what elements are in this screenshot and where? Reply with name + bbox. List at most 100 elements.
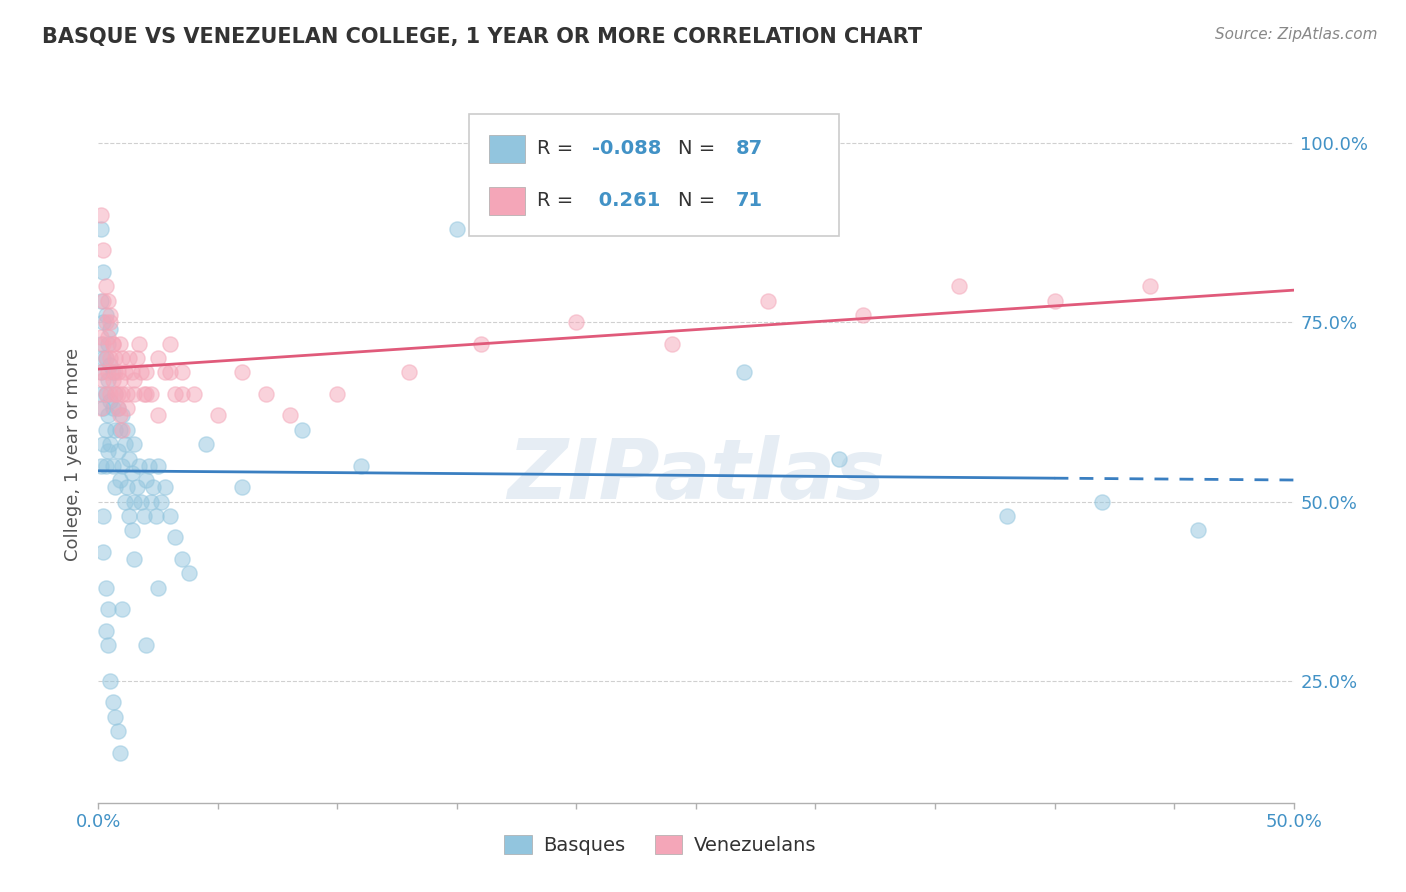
Point xyxy=(398,366,420,380)
Text: R =: R = xyxy=(537,139,579,158)
Point xyxy=(90,458,112,473)
Point xyxy=(195,437,218,451)
Point xyxy=(254,387,277,401)
Point xyxy=(111,351,134,365)
Point xyxy=(108,409,131,423)
Point xyxy=(149,494,172,508)
Point xyxy=(114,494,136,508)
Point xyxy=(124,494,146,508)
Point xyxy=(121,523,143,537)
Point xyxy=(118,508,141,523)
Point xyxy=(948,279,970,293)
Point xyxy=(128,458,150,473)
Point xyxy=(111,423,134,437)
Point xyxy=(135,366,157,380)
Point xyxy=(90,387,112,401)
Point xyxy=(183,387,205,401)
Point xyxy=(104,387,127,401)
FancyBboxPatch shape xyxy=(489,135,524,162)
Point xyxy=(111,387,134,401)
Point xyxy=(179,566,201,581)
Point xyxy=(115,401,138,416)
Point xyxy=(91,265,114,279)
Point xyxy=(131,366,153,380)
Point xyxy=(94,315,117,329)
Point xyxy=(733,366,755,380)
Point xyxy=(115,387,138,401)
Point xyxy=(91,351,114,365)
Point xyxy=(155,480,177,494)
FancyBboxPatch shape xyxy=(489,187,524,215)
Point xyxy=(121,466,143,480)
Point xyxy=(90,293,112,308)
Point xyxy=(565,315,588,329)
Point xyxy=(756,293,779,308)
Point xyxy=(125,480,148,494)
Point xyxy=(115,423,138,437)
Point xyxy=(98,358,122,372)
Point xyxy=(104,387,127,401)
Point xyxy=(108,423,131,437)
Point xyxy=(111,602,134,616)
Point xyxy=(124,437,146,451)
Point xyxy=(101,458,124,473)
Point xyxy=(139,494,162,508)
Point xyxy=(207,409,229,423)
Point xyxy=(101,336,124,351)
Text: BASQUE VS VENEZUELAN COLLEGE, 1 YEAR OR MORE CORRELATION CHART: BASQUE VS VENEZUELAN COLLEGE, 1 YEAR OR … xyxy=(42,27,922,46)
Point xyxy=(661,336,683,351)
Point xyxy=(107,724,129,739)
Point xyxy=(326,387,349,401)
Point xyxy=(148,581,170,595)
Point xyxy=(163,387,186,401)
Point xyxy=(104,710,127,724)
Point xyxy=(148,409,170,423)
Point xyxy=(145,508,167,523)
Point xyxy=(98,351,122,365)
Text: 0.261: 0.261 xyxy=(592,192,661,211)
Point xyxy=(128,336,150,351)
Point xyxy=(159,366,181,380)
Point xyxy=(125,351,148,365)
Point xyxy=(995,508,1018,523)
Point xyxy=(446,222,468,236)
Point xyxy=(172,552,194,566)
Point xyxy=(94,581,117,595)
Point xyxy=(101,336,124,351)
Point xyxy=(101,366,124,380)
Point xyxy=(108,473,131,487)
Point xyxy=(852,308,875,322)
Point xyxy=(97,638,120,652)
Point xyxy=(139,387,162,401)
Point xyxy=(91,244,114,258)
Point xyxy=(231,480,253,494)
Point xyxy=(90,366,112,380)
Point xyxy=(131,494,153,508)
Point xyxy=(94,387,117,401)
Point xyxy=(278,409,301,423)
Point xyxy=(91,401,114,416)
Point xyxy=(121,366,143,380)
Point xyxy=(94,423,117,437)
Point xyxy=(1091,494,1114,508)
Point xyxy=(91,373,114,387)
Point xyxy=(107,401,129,416)
Point xyxy=(104,366,127,380)
Point xyxy=(132,508,155,523)
Point xyxy=(111,409,134,423)
Point xyxy=(135,473,157,487)
Point xyxy=(97,444,120,458)
Point xyxy=(124,387,146,401)
Text: -0.088: -0.088 xyxy=(592,139,661,158)
Point xyxy=(142,480,165,494)
Text: 87: 87 xyxy=(735,139,762,158)
Text: N =: N = xyxy=(678,139,721,158)
Point xyxy=(108,746,131,760)
Point xyxy=(98,437,122,451)
Point xyxy=(107,444,129,458)
Point xyxy=(94,308,117,322)
Point xyxy=(291,423,314,437)
Point xyxy=(148,351,170,365)
Text: ZIPatlas: ZIPatlas xyxy=(508,435,884,516)
Point xyxy=(107,366,129,380)
